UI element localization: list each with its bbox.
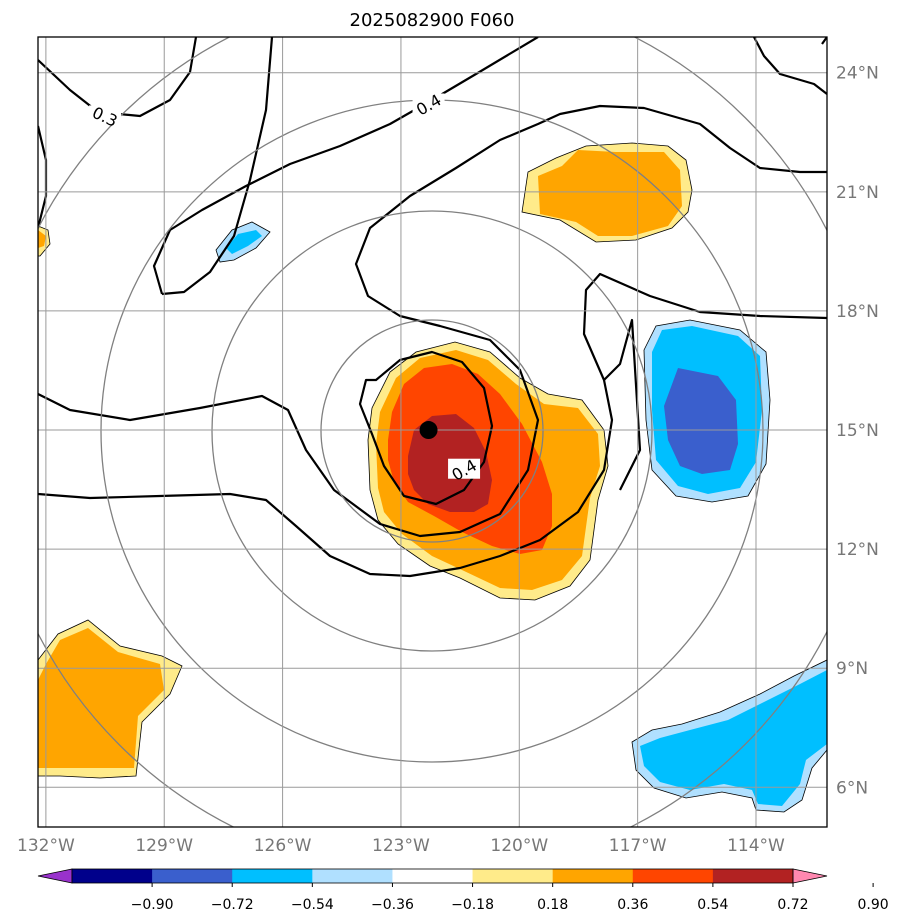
colorbar-swatch bbox=[392, 869, 473, 883]
contour-line-ne-right bbox=[821, 37, 827, 45]
colorbar-swatch bbox=[712, 869, 794, 883]
contour-line-outer-south bbox=[38, 272, 827, 578]
map-frame bbox=[37, 36, 828, 828]
colorbar-tick-label: −0.54 bbox=[291, 897, 334, 913]
contour-label-bg bbox=[89, 105, 122, 126]
contour-line-inner-0.4 bbox=[358, 350, 494, 506]
colorbar-swatch bbox=[152, 869, 233, 883]
range-ring-1 bbox=[320, 319, 544, 543]
figure-title: 2025082900 F060 bbox=[350, 10, 515, 31]
lat-tick-label: 15°N bbox=[836, 421, 879, 441]
field-region-sw-0.36 bbox=[38, 628, 164, 768]
colorbar-tick-label: −0.90 bbox=[131, 897, 174, 913]
contour-line-0.3-nw bbox=[38, 37, 198, 118]
colorbar-extend-low bbox=[37, 868, 73, 884]
colorbar-tick-label: 0.54 bbox=[697, 897, 728, 913]
storm-center-marker bbox=[419, 421, 438, 440]
colorbar-tick-label: −0.36 bbox=[371, 897, 414, 913]
colorbar-tick-label: −0.18 bbox=[451, 897, 494, 913]
contour-lines bbox=[38, 37, 827, 578]
colorbar-tick-label: 0.36 bbox=[617, 897, 648, 913]
colorbar: −0.90 −0.72 −0.54 −0.36 −0.18 0.18 0.36 0.54 0.7… bbox=[37, 868, 889, 913]
colorbar-extend-high bbox=[792, 868, 828, 884]
contour-line-right-band bbox=[603, 318, 642, 491]
latitude-tick-labels: 24°N 21°N 18°N 15°N 12°N 9°N 6°N bbox=[836, 64, 879, 799]
contour-label-bg bbox=[412, 93, 445, 114]
longitude-tick-labels: 132°W 129°W 126°W 123°W 120°W 117°W 114°W bbox=[17, 836, 785, 856]
colorbar-swatch bbox=[632, 869, 714, 883]
lon-tick-label: 129°W bbox=[135, 836, 193, 856]
colorbar-tick-label: 0.90 bbox=[858, 897, 889, 913]
colorbar-tick-label: −0.72 bbox=[211, 897, 254, 913]
range-rings bbox=[38, 37, 827, 827]
lon-tick-label: 123°W bbox=[372, 836, 430, 856]
contour-label-bg bbox=[448, 458, 481, 479]
colorbar-swatch bbox=[552, 869, 634, 883]
colorbar-swatch bbox=[72, 869, 153, 883]
lon-tick-label: 120°W bbox=[490, 836, 548, 856]
range-ring-2 bbox=[211, 210, 653, 652]
lat-tick-label: 6°N bbox=[836, 778, 868, 798]
lon-tick-label: 114°W bbox=[727, 836, 785, 856]
lat-tick-label: 24°N bbox=[836, 64, 879, 84]
lat-tick-label: 9°N bbox=[836, 659, 868, 679]
lat-tick-label: 18°N bbox=[836, 302, 879, 322]
shaded-field bbox=[38, 142, 827, 813]
colorbar-swatch bbox=[472, 869, 554, 883]
contour-line-outer-west bbox=[38, 104, 827, 538]
colorbar-frame bbox=[71, 868, 794, 884]
lat-tick-label: 21°N bbox=[836, 183, 879, 203]
lat-tick-label: 12°N bbox=[836, 540, 879, 560]
lon-tick-label: 117°W bbox=[609, 836, 667, 856]
colorbar-swatch bbox=[312, 869, 393, 883]
field-region-ne-0.36 bbox=[538, 150, 682, 236]
contour-line-west-upper bbox=[161, 37, 274, 296]
field-region-e-neg-0.54 bbox=[664, 368, 738, 474]
field-region-w-0.36 bbox=[38, 230, 46, 248]
colorbar-swatch bbox=[232, 869, 313, 883]
map-plot-area: 0.3 0.40.4 bbox=[38, 37, 827, 827]
colorbar-tick-label: 0.72 bbox=[777, 897, 808, 913]
contour-line-ne bbox=[753, 37, 827, 95]
lon-tick-label: 126°W bbox=[254, 836, 312, 856]
colorbar-tick-label: 0.18 bbox=[537, 897, 568, 913]
field-region-nw-neg-0.36 bbox=[226, 230, 262, 254]
lon-tick-label: 132°W bbox=[17, 836, 75, 856]
